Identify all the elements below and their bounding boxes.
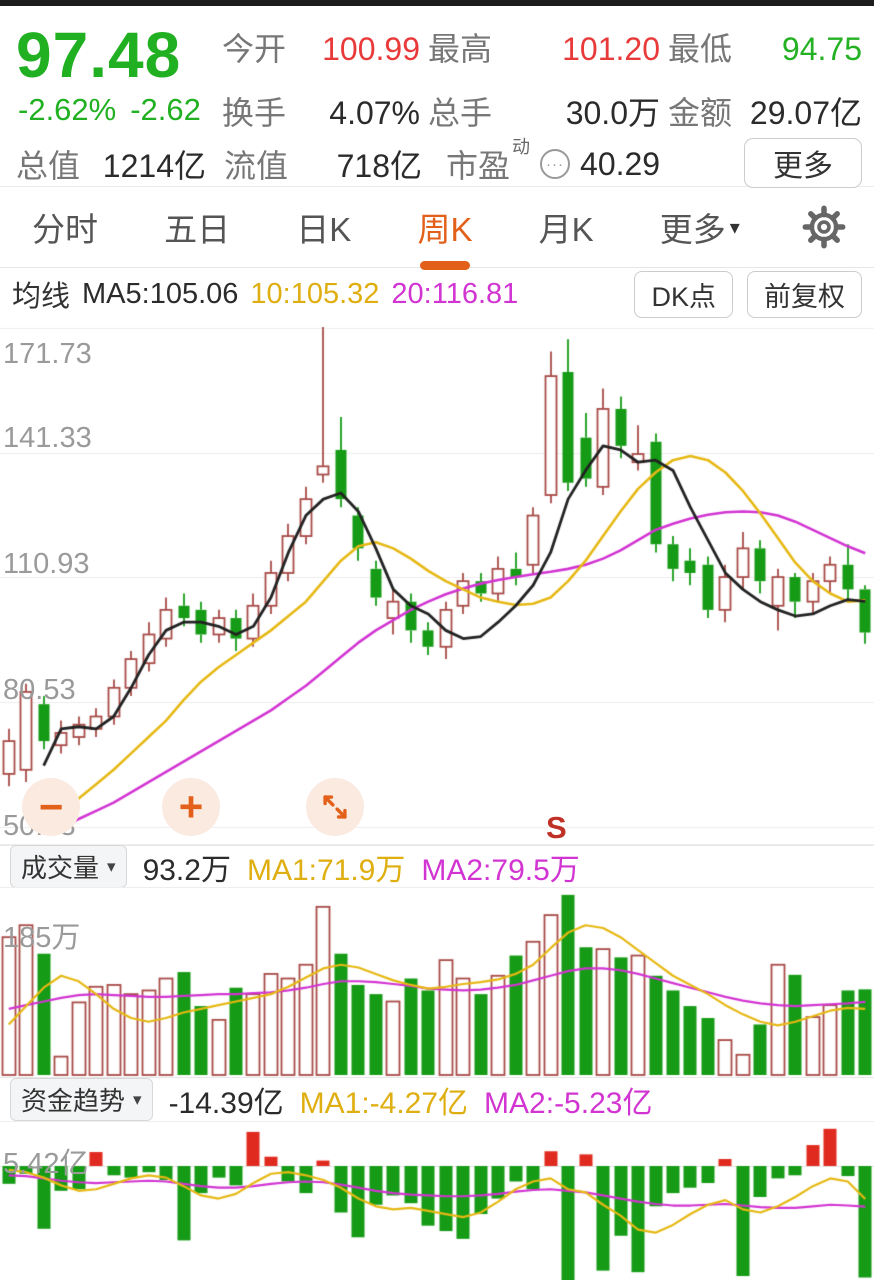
change-amount: -2.62 xyxy=(130,92,201,127)
sell-signal-marker: S xyxy=(546,810,567,845)
quote-header: 97.48 -2.62% -2.62 今开 100.99 最高 101.20 最… xyxy=(0,6,874,188)
tab-five-day[interactable]: 五日 xyxy=(164,211,231,248)
price-change: -2.62% -2.62 xyxy=(18,92,201,128)
fund-ma2-legend: MA2:-5.23亿 xyxy=(484,1086,653,1120)
current-price: 97.48 xyxy=(16,19,182,91)
ma10-legend: 10:105.32 xyxy=(250,277,380,310)
y-tick-3: 110.93 xyxy=(3,548,90,580)
volume-axis-label: 185万 xyxy=(3,922,81,954)
stat-high-value: 101.20 xyxy=(562,31,660,67)
zoom-in-button[interactable]: + xyxy=(162,778,220,836)
volume-current: 93.2万 xyxy=(142,853,231,887)
fund-trend-canvas[interactable] xyxy=(0,1122,874,1280)
stat-volume: 总手 30.0万 xyxy=(428,88,660,134)
candlestick-chart[interactable]: 171.73 141.33 110.93 80.53 50.13 − + S xyxy=(0,320,874,845)
stat-low-value: 94.75 xyxy=(781,31,862,67)
caret-down-icon: ▾ xyxy=(133,1089,142,1109)
dk-point-button[interactable]: DK点 xyxy=(634,270,733,318)
y-tick-4: 80.53 xyxy=(3,674,76,706)
volume-canvas[interactable] xyxy=(0,888,874,1078)
volume-chart[interactable]: 185万 xyxy=(0,887,874,1078)
fullscreen-expand-icon[interactable] xyxy=(306,778,364,836)
stat-turnover-value: 4.07% xyxy=(329,95,420,131)
quote-stats: 今开 100.99 最高 101.20 最低 94.75 换手 4.07% 总手… xyxy=(222,24,862,134)
stat-volume-value: 30.0万 xyxy=(565,95,660,131)
ma-legend-bar: 均线 MA5:105.06 10:105.32 20:116.81 DK点 前复… xyxy=(0,268,874,320)
caret-down-icon: ▾ xyxy=(107,856,116,876)
tab-more[interactable]: 更多 ▾ xyxy=(659,211,740,248)
screen-top-edge xyxy=(0,0,874,6)
stat-turnover: 换手 4.07% xyxy=(222,95,420,131)
tab-monthly-k[interactable]: 月K xyxy=(538,211,594,248)
fund-trend-header: 资金趋势 ▾ -14.39亿 MA1:-4.27亿 MA2:-5.23亿 xyxy=(0,1077,874,1121)
stat-open-value: 100.99 xyxy=(322,31,420,67)
stat-pe-ratio: 市盈动 ··· 40.29 xyxy=(446,137,661,184)
pe-dynamic-sup: 动 xyxy=(512,137,531,158)
volume-indicator-selector[interactable]: 成交量 ▾ xyxy=(10,845,127,888)
y-tick-1: 171.73 xyxy=(3,338,92,370)
stat-market-cap: 总值 1214亿 xyxy=(16,148,206,184)
more-stats-button[interactable]: 更多 xyxy=(744,138,862,188)
caret-down-icon: ▾ xyxy=(729,216,740,239)
stat-low: 最低 94.75 xyxy=(668,31,862,67)
forward-adjust-button[interactable]: 前复权 xyxy=(747,270,862,318)
period-tabbar: 分时 五日 日K 周K 月K 更多 ▾ xyxy=(0,186,874,268)
zoom-out-button[interactable]: − xyxy=(22,778,80,836)
candlestick-canvas[interactable] xyxy=(0,320,874,845)
stat-open: 今开 100.99 xyxy=(222,31,420,67)
volume-ma1-legend: MA1:71.9万 xyxy=(246,853,406,887)
stat-high: 最高 101.20 xyxy=(428,31,660,67)
y-tick-2: 141.33 xyxy=(3,422,92,454)
volume-ma2-legend: MA2:79.5万 xyxy=(421,853,580,887)
fund-trend-chart[interactable]: 5.42亿 xyxy=(0,1121,874,1280)
quote-stats-row3: 总值 1214亿 流值 718亿 市盈动 ··· 40.29 更多 xyxy=(16,137,862,190)
settings-gear-icon[interactable] xyxy=(802,205,846,249)
ma20-legend: 20:116.81 xyxy=(391,277,519,310)
change-percent: -2.62% xyxy=(18,92,117,127)
fund-indicator-selector[interactable]: 资金趋势 ▾ xyxy=(10,1078,153,1121)
volume-header: 成交量 ▾ 93.2万 MA1:71.9万 MA2:79.5万 xyxy=(0,845,874,888)
tab-daily-k[interactable]: 日K xyxy=(296,211,352,248)
fund-axis-label: 5.42亿 xyxy=(3,1148,89,1180)
tab-minute[interactable]: 分时 xyxy=(32,211,98,248)
stat-float-cap: 流值 718亿 xyxy=(224,148,422,184)
fund-ma1-legend: MA1:-4.27亿 xyxy=(299,1086,469,1120)
fund-current: -14.39亿 xyxy=(168,1086,284,1120)
pe-info-icon[interactable]: ··· xyxy=(540,149,571,179)
ma5-legend: MA5:105.06 xyxy=(82,277,239,310)
stat-amount-value: 29.07亿 xyxy=(749,95,862,131)
ma-title: 均线 xyxy=(12,281,71,313)
stat-amount: 金额 29.07亿 xyxy=(668,88,862,134)
tab-weekly-k[interactable]: 周K xyxy=(413,201,476,253)
